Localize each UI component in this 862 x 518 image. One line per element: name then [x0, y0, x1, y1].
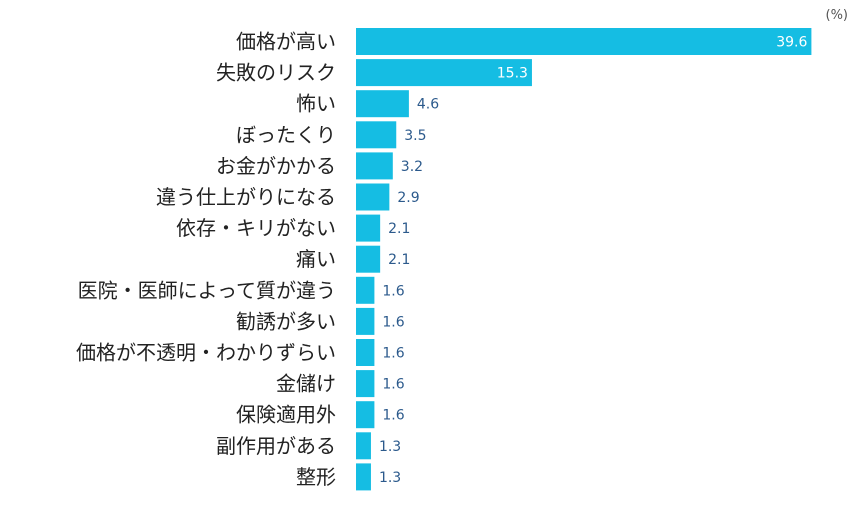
value-label-4: 3.2 [401, 159, 423, 175]
value-label-11: 1.6 [382, 377, 404, 393]
category-label-8: 医院・医師によって質が違う [78, 278, 336, 302]
value-label-8: 1.6 [382, 283, 404, 299]
bar-9 [356, 307, 375, 335]
value-label-7: 2.1 [388, 252, 410, 268]
value-label-0: 39.6 [776, 35, 807, 51]
bar-10 [356, 339, 375, 366]
bars-group [356, 28, 812, 491]
bar-2 [356, 90, 409, 118]
value-label-6: 2.1 [388, 221, 410, 237]
bar-5 [356, 183, 390, 211]
category-label-3: ぼったくり [236, 123, 336, 147]
unit-label: (%) [825, 8, 849, 23]
value-label-1: 15.3 [497, 66, 528, 82]
category-label-9: 勧誘が多い [236, 309, 336, 333]
value-label-10: 1.6 [382, 346, 404, 362]
bar-6 [356, 214, 381, 242]
category-label-10: 価格が不透明・わかりずらい [76, 341, 336, 365]
category-labels-group: 価格が高い失敗のリスク怖いぼったくりお金がかかる違う仕上がりになる依存・キリがな… [76, 30, 336, 489]
category-label-12: 保険適用外 [236, 403, 336, 427]
category-label-13: 副作用がある [216, 434, 336, 458]
bar-1 [356, 59, 532, 87]
bar-0 [356, 28, 812, 55]
bar-14 [356, 463, 371, 491]
category-label-4: お金がかかる [216, 154, 336, 178]
value-labels-group: 39.6 15.3 4.6 3.5 3.2 2.9 2.1 2.1 1.6 1.6 1.6 1.6 1.… [379, 35, 808, 486]
value-label-12: 1.6 [382, 408, 404, 424]
category-label-11: 金儲け [276, 372, 336, 396]
value-label-2: 4.6 [417, 97, 439, 113]
category-label-1: 失敗のリスク [216, 61, 336, 85]
category-label-14: 整形 [296, 465, 336, 489]
category-label-7: 痛い [296, 247, 336, 271]
bar-4 [356, 152, 393, 180]
value-label-9: 1.6 [382, 314, 404, 330]
bar-12 [356, 401, 375, 429]
bar-3 [356, 121, 397, 149]
category-label-2: 怖い [296, 92, 336, 116]
value-label-14: 1.3 [379, 470, 401, 486]
bar-7 [356, 245, 381, 273]
value-label-13: 1.3 [379, 439, 401, 455]
value-label-3: 3.5 [404, 128, 426, 144]
bar-13 [356, 432, 371, 460]
category-label-5: 違う仕上がりになる [156, 185, 336, 209]
bar-8 [356, 276, 375, 304]
value-label-5: 2.9 [397, 190, 419, 206]
bar-11 [356, 370, 375, 398]
category-label-0: 価格が高い [236, 30, 336, 54]
category-label-6: 依存・キリがない [176, 216, 336, 240]
